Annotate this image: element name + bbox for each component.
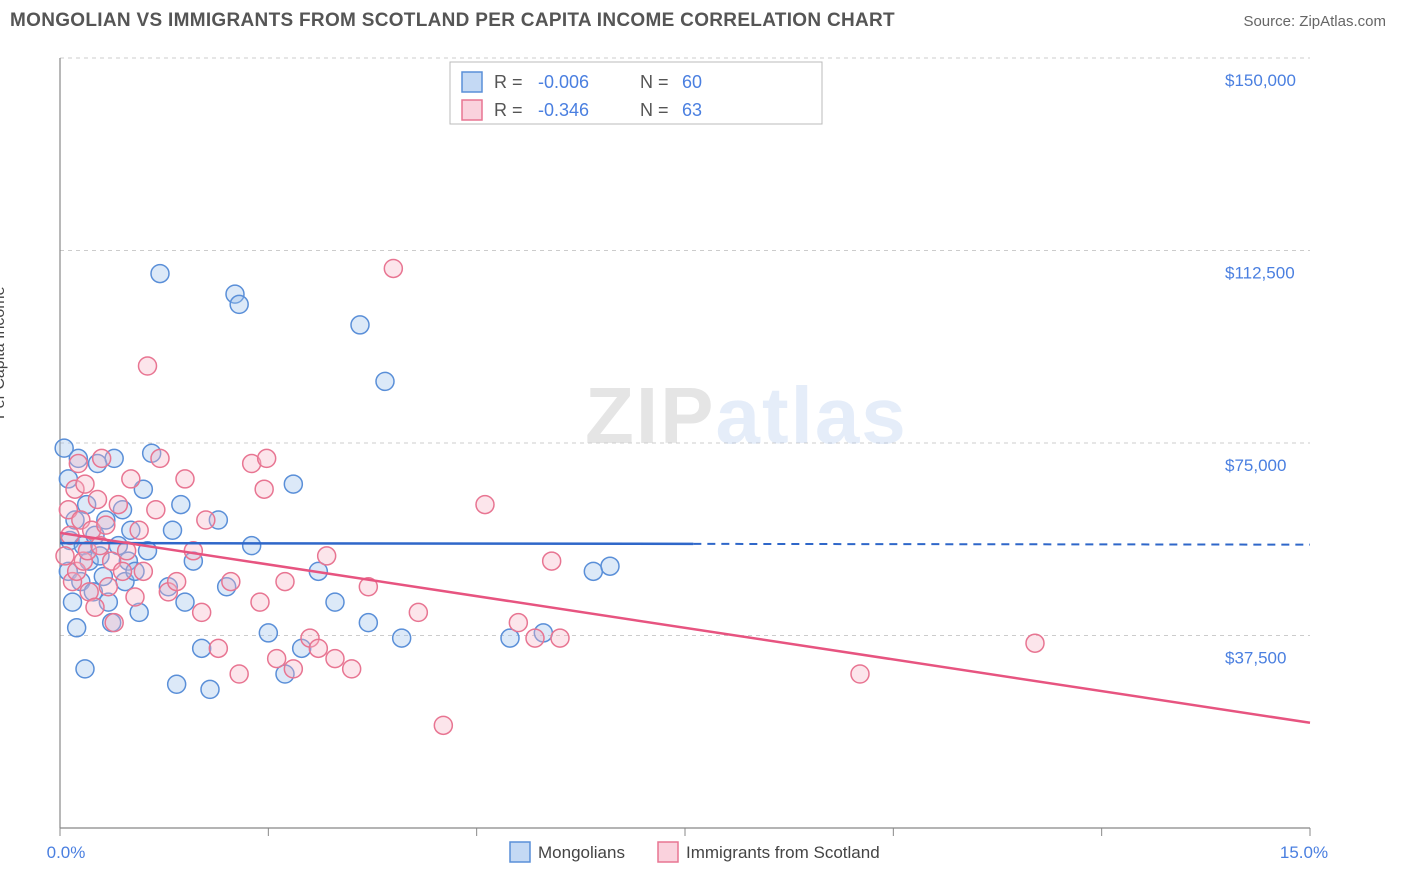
scatter-point (409, 603, 427, 621)
stat-n-value: 63 (682, 100, 702, 120)
scatter-point (259, 624, 277, 642)
scatter-point (172, 496, 190, 514)
scatter-point (69, 455, 87, 473)
legend-swatch (510, 842, 530, 862)
scatter-point (176, 593, 194, 611)
scatter-point (326, 650, 344, 668)
scatter-point (168, 573, 186, 591)
stat-label: R = (494, 72, 523, 92)
scatter-point (601, 557, 619, 575)
legend-swatch (658, 842, 678, 862)
trend-line (60, 533, 1310, 723)
stat-label: N = (640, 100, 669, 120)
x-tick-label: 0.0% (47, 843, 86, 862)
scatter-point (268, 650, 286, 668)
scatter-point (193, 603, 211, 621)
stat-label: N = (640, 72, 669, 92)
scatter-point (255, 480, 273, 498)
scatter-point (126, 588, 144, 606)
scatter-point (551, 629, 569, 647)
scatter-point (543, 552, 561, 570)
scatter-point (243, 537, 261, 555)
scatter-point (99, 578, 117, 596)
scatter-point (134, 562, 152, 580)
scatter-point (168, 675, 186, 693)
y-tick-label: $112,500 (1225, 264, 1295, 283)
scatter-point (68, 619, 86, 637)
stat-r-value: -0.006 (538, 72, 589, 92)
scatter-point (193, 639, 211, 657)
scatter-point (376, 372, 394, 390)
y-tick-label: $150,000 (1225, 71, 1296, 90)
legend-swatch (462, 100, 482, 120)
scatter-point (851, 665, 869, 683)
legend-label: Mongolians (538, 843, 625, 862)
scatter-point (56, 547, 74, 565)
scatter-point (164, 521, 182, 539)
chart-header: MONGOLIAN VS IMMIGRANTS FROM SCOTLAND PE… (0, 0, 1406, 40)
chart-source: Source: ZipAtlas.com (1243, 13, 1386, 30)
scatter-point (1026, 634, 1044, 652)
scatter-point (318, 547, 336, 565)
legend-swatch (462, 72, 482, 92)
scatter-point (476, 496, 494, 514)
stat-n-value: 60 (682, 72, 702, 92)
scatter-chart: $37,500 $75,000 $112,500 $150,000 ZIPatlas 0.… (10, 40, 1396, 880)
scatter-point (284, 475, 302, 493)
scatter-point (222, 573, 240, 591)
scatter-point (93, 449, 111, 467)
scatter-point (309, 639, 327, 657)
scatter-point (359, 614, 377, 632)
scatter-point (105, 614, 123, 632)
scatter-point (384, 259, 402, 277)
scatter-point (284, 660, 302, 678)
scatter-point (230, 295, 248, 313)
scatter-point (76, 660, 94, 678)
scatter-point (276, 573, 294, 591)
scatter-point (209, 639, 227, 657)
scatter-point (251, 593, 269, 611)
stat-label: R = (494, 100, 523, 120)
scatter-point (509, 614, 527, 632)
scatter-point (122, 470, 140, 488)
scatter-point (201, 680, 219, 698)
stat-r-value: -0.346 (538, 100, 589, 120)
scatter-point (151, 265, 169, 283)
scatter-point (197, 511, 215, 529)
scatter-point (151, 449, 169, 467)
scatter-point (64, 593, 82, 611)
scatter-point (526, 629, 544, 647)
chart-container: Per Capita Income $37,500$75,000$112,500… (10, 40, 1396, 880)
y-tick-label: $75,000 (1225, 456, 1286, 475)
watermark: ZIPatlas (585, 371, 908, 460)
x-tick-label: 15.0% (1280, 843, 1328, 862)
scatter-point (230, 665, 248, 683)
scatter-point (86, 598, 104, 616)
scatter-point (76, 475, 94, 493)
legend-label: Immigrants from Scotland (686, 843, 880, 862)
y-axis-label: Per Capita Income (0, 286, 9, 419)
scatter-point (584, 562, 602, 580)
bottom-legend: Mongolians Immigrants from Scotland (510, 842, 880, 862)
chart-title: MONGOLIAN VS IMMIGRANTS FROM SCOTLAND PE… (10, 10, 895, 32)
scatter-point (258, 449, 276, 467)
scatter-point (176, 470, 194, 488)
scatter-point (147, 501, 165, 519)
scatter-point (351, 316, 369, 334)
scatter-point (139, 357, 157, 375)
scatter-point (97, 516, 115, 534)
y-tick-label: $37,500 (1225, 649, 1286, 668)
scatter-point (109, 496, 127, 514)
trend-line (60, 543, 693, 544)
scatter-point (326, 593, 344, 611)
scatter-point (343, 660, 361, 678)
scatter-point (89, 490, 107, 508)
scatter-point (393, 629, 411, 647)
scatter-point (434, 716, 452, 734)
scatter-point (114, 562, 132, 580)
trend-line-dashed (693, 544, 1310, 545)
scatter-point (130, 521, 148, 539)
